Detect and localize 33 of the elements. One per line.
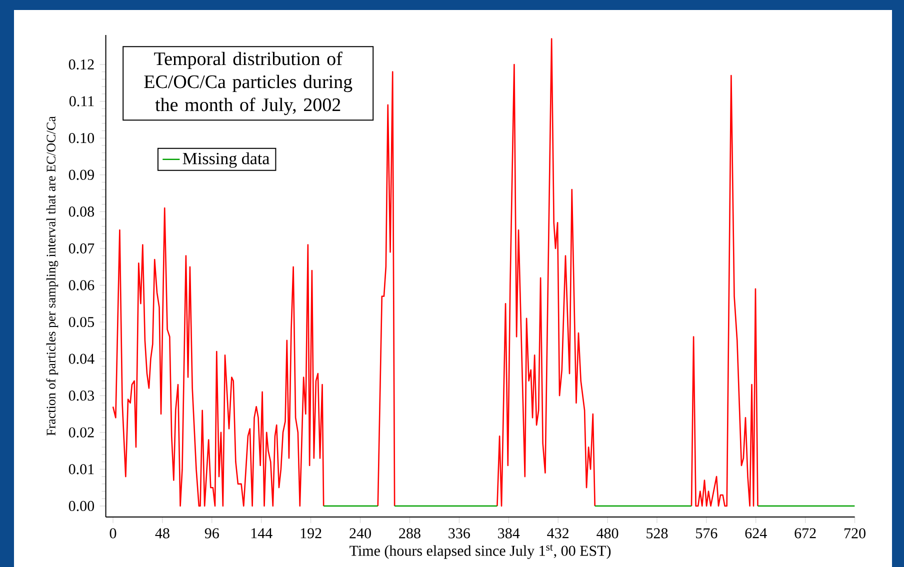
y-tick-label: 0.07 xyxy=(68,243,94,254)
x-tick-label: 528 xyxy=(646,528,668,538)
y-tick-label: 0.01 xyxy=(68,464,94,474)
y-tick-label: 0.03 xyxy=(68,390,94,401)
y-tick-label: 0.11 xyxy=(69,96,94,106)
legend-label: Missing data xyxy=(182,152,270,168)
x-tick-label: 576 xyxy=(696,528,718,538)
x-tick-label: 240 xyxy=(350,528,371,538)
y-axis-title: Fraction of particles per sampling interval that are EC/OC/Ca xyxy=(46,116,58,436)
x-tick-label: 384 xyxy=(498,528,520,538)
x-tick-label: 624 xyxy=(745,528,767,538)
x-tick-label: 480 xyxy=(596,528,618,538)
text: Temporal distribution of EC/OC/Ca particles during the month of July, 2002 xyxy=(144,52,352,116)
x-tick-label: 48 xyxy=(155,528,170,538)
y-tick-label: 0.02 xyxy=(68,427,94,438)
y-tick-label: 0.00 xyxy=(68,500,94,512)
y-tick-label: 0.05 xyxy=(68,316,94,328)
x-tick-label: 192 xyxy=(300,528,322,538)
x-tick-label: 96 xyxy=(204,528,219,538)
y-tick-label: 0.12 xyxy=(68,59,94,70)
x-tick-label: 288 xyxy=(399,528,420,538)
x-axis-title: Time (hours elapsed since July 1$^{st}$, 00 EST) xyxy=(350,544,611,559)
x-tick-label: 336 xyxy=(448,528,470,538)
y-tick-label: 0.06 xyxy=(68,280,94,290)
y-tick-label: 0.08 xyxy=(68,206,94,217)
x-tick-label: 0 xyxy=(110,528,116,538)
x-tick-label: 144 xyxy=(251,528,272,538)
y-tick-label: 0.09 xyxy=(68,170,94,180)
x-tick-label: 672 xyxy=(794,528,816,538)
y-tick-label: 0.10 xyxy=(68,132,94,144)
x-tick-label: 432 xyxy=(547,528,568,538)
x-tick-label: 720 xyxy=(844,528,866,538)
y-tick-label: 0.04 xyxy=(68,354,94,364)
